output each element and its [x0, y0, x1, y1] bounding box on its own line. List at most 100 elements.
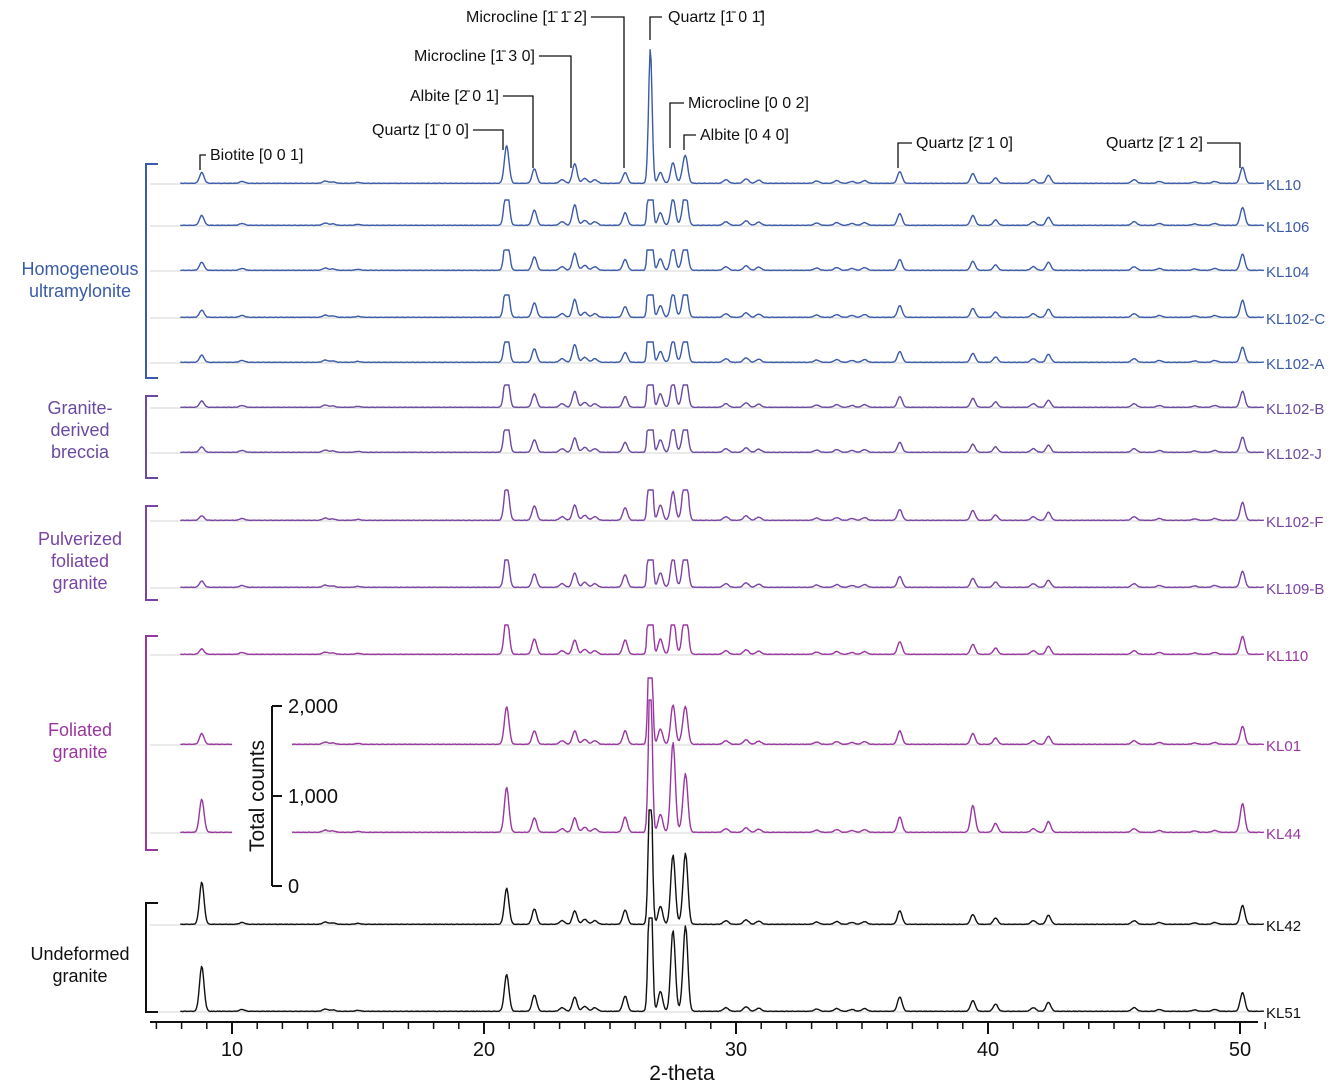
peak-leader-line: [538, 55, 572, 168]
peak-leader-line: [669, 102, 684, 148]
peak-label-text: Quartz [1̄ 0 1̄]: [668, 9, 765, 26]
trace-kl106: KL106: [150, 199, 1309, 236]
x-axis-label: 2-theta: [649, 1062, 715, 1085]
sample-label: KL44: [1266, 826, 1301, 843]
peak-label-microcline-1-1-2: Microcline [1̄ 1̄ 2]: [466, 9, 625, 168]
trace-line: [180, 624, 1265, 656]
sample-label: KL51: [1266, 1005, 1301, 1022]
peak-label-quartz-1-0-0: Quartz [1̄ 0 0]: [372, 122, 504, 150]
trace-line: [180, 429, 1265, 454]
trace-kl102-a: KL102-A: [150, 341, 1324, 373]
trace-kl102-c: KL102-C: [150, 294, 1325, 328]
trace-kl102-f: KL102-F: [150, 489, 1324, 531]
scalebar-tick-label: 1,000: [288, 786, 338, 808]
peak-label-albite-0-4-0: Albite [0 4 0]: [683, 127, 789, 150]
x-axis: 10 20 30 40 50 2-theta: [150, 1021, 1266, 1085]
trace-gap: [232, 715, 292, 755]
group-label-line: granite: [52, 742, 107, 762]
peak-label-quartz-2-1-0: Quartz [2̄ 1 0]: [897, 135, 1013, 168]
trace-line: [180, 699, 1265, 834]
peak-label-microcline-0-0-2: Microcline [0 0 2]: [669, 95, 809, 148]
peak-label-text: Quartz [2̄ 1 2]: [1106, 135, 1203, 152]
peak-label-text: Albite [0 4 0]: [700, 127, 789, 144]
peak-leader-line: [590, 16, 625, 168]
trace-line: [180, 809, 1264, 926]
peak-label-layer: Biotite [0 0 1] Quartz [1̄ 0 0] Albite [2̄…: [199, 9, 1241, 170]
trace-kl109-b: KL109-B: [150, 559, 1324, 598]
peak-leader-line: [1206, 142, 1241, 168]
trace-line: [180, 341, 1265, 364]
trace-gap: [232, 803, 292, 843]
group-label-line: foliated: [51, 551, 109, 571]
peak-leader-line: [502, 95, 534, 168]
y-axis-label: Total counts: [246, 740, 269, 852]
sample-label: KL102-F: [1266, 514, 1324, 531]
peak-leader-line: [683, 134, 696, 150]
traces-layer: KL10 KL106 KL104 KL102-C KL102-A KL102-B KL102…: [150, 49, 1325, 1022]
sample-label: KL110: [1266, 648, 1308, 665]
x-tick-label: 30: [725, 1039, 747, 1061]
x-tick-label: 50: [1229, 1039, 1251, 1061]
peak-label-text: Quartz [2̄ 1 0]: [916, 135, 1013, 152]
sample-label: KL10: [1266, 177, 1301, 194]
peak-label-text: Microcline [1̄ 3 0]: [414, 48, 535, 65]
trace-line: [180, 917, 1265, 1013]
peak-leader-line: [199, 154, 206, 170]
sample-label: KL102-A: [1266, 356, 1324, 373]
trace-kl10: KL10: [150, 49, 1301, 194]
peak-label-microcline-1-3-0: Microcline [1̄ 3 0]: [414, 48, 572, 168]
trace-line: [180, 489, 1265, 522]
sample-label: KL102-J: [1266, 446, 1322, 463]
group-label-line: Homogeneous: [21, 259, 138, 279]
trace-kl51: KL51: [150, 917, 1301, 1022]
group-label-line: granite: [52, 573, 107, 593]
trace-line: [180, 559, 1265, 589]
trace-kl102-b: KL102-B: [150, 384, 1324, 418]
trace-line: [180, 49, 1265, 185]
group-label-line: Pulverized: [38, 529, 122, 549]
group-bracket: [145, 163, 158, 379]
group-label-line: Foliated: [48, 720, 112, 740]
sample-label: KL109-B: [1266, 581, 1324, 598]
trace-kl104: KL104: [150, 249, 1309, 281]
peak-label-text: Albite [2̄ 0 1]: [410, 88, 499, 105]
group-bracket: [145, 505, 158, 601]
trace-kl110: KL110: [150, 624, 1308, 665]
group-bracket: [145, 902, 158, 1013]
x-tick-label: 20: [473, 1039, 495, 1061]
sample-label: KL106: [1266, 219, 1309, 236]
sample-label: KL104: [1266, 264, 1309, 281]
group-label-line: Granite-: [47, 398, 112, 418]
peak-leader-line: [897, 142, 912, 168]
group-bracket: [145, 395, 158, 479]
peak-leader-line: [649, 16, 662, 40]
scalebar-tick-label: 0: [288, 876, 299, 898]
trace-line: [180, 199, 1264, 227]
scalebar-tick-label: 2,000: [288, 696, 338, 718]
sample-label: KL42: [1266, 918, 1301, 935]
group-label-line: Undeformed: [30, 944, 129, 964]
trace-line: [180, 249, 1265, 272]
trace-line: [180, 294, 1264, 319]
peak-label-text: Biotite [0 0 1]: [210, 147, 303, 164]
group-bracket: [145, 635, 158, 851]
peak-leader-line: [472, 129, 504, 150]
trace-kl44: KL44: [150, 699, 1301, 843]
sample-label: KL102-C: [1266, 311, 1325, 328]
peak-label-quartz-1-0-1: Quartz [1̄ 0 1̄]: [649, 9, 765, 40]
peak-label-text: Microcline [0 0 2]: [688, 95, 809, 112]
peak-label-quartz-2-1-2: Quartz [2̄ 1 2]: [1106, 135, 1241, 168]
group-label-line: granite: [52, 966, 107, 986]
group-label-line: breccia: [51, 442, 110, 462]
trace-kl42: KL42: [150, 809, 1301, 935]
trace-line: [180, 677, 1264, 746]
x-tick-label: 40: [977, 1039, 999, 1061]
sample-label: KL01: [1266, 738, 1301, 755]
trace-line: [180, 384, 1264, 409]
